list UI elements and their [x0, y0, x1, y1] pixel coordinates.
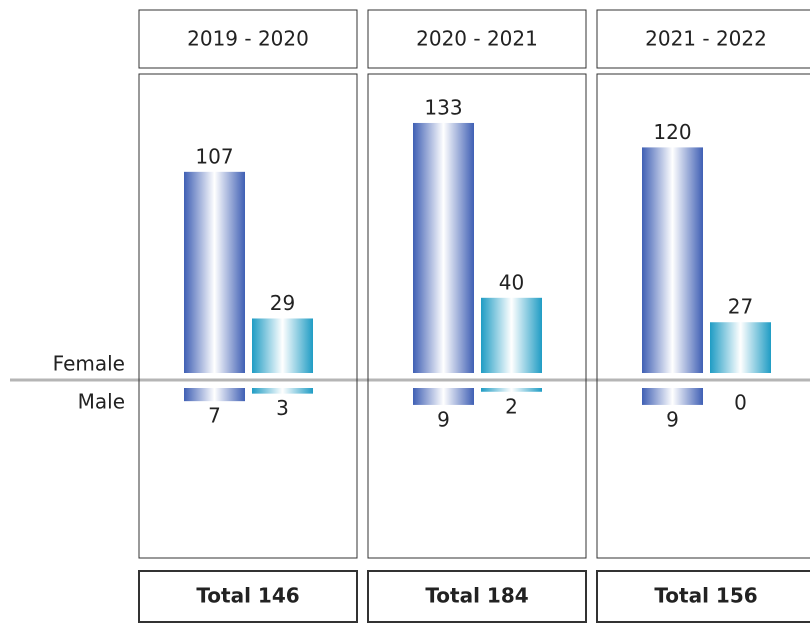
value-label: 120	[653, 120, 691, 144]
value-label: 29	[270, 291, 295, 315]
bar	[642, 147, 703, 373]
female-label: Female	[53, 352, 125, 376]
bar	[481, 297, 542, 373]
header-box	[367, 9, 587, 69]
value-label: 0	[734, 391, 747, 415]
header-box	[596, 9, 810, 69]
bar	[642, 388, 703, 405]
period-label: 2020 - 2021	[416, 27, 538, 51]
bar	[413, 122, 474, 374]
value-label: 2	[505, 394, 518, 418]
panel-box	[367, 73, 587, 559]
panel-box	[138, 73, 358, 559]
bar	[481, 388, 542, 392]
male-label: Male	[78, 390, 125, 414]
total-box	[596, 570, 810, 623]
bar	[252, 388, 313, 394]
total-box	[138, 570, 358, 623]
total-label: Total 156	[654, 584, 757, 608]
value-label: 9	[666, 407, 679, 431]
value-label: 133	[424, 95, 462, 119]
period-label: 2021 - 2022	[645, 27, 767, 51]
total-label: Total 146	[196, 584, 299, 608]
value-label: 7	[208, 404, 221, 428]
period-label: 2019 - 2020	[187, 27, 309, 51]
total-box	[367, 570, 587, 623]
panel-box	[596, 73, 810, 559]
value-label: 107	[195, 144, 233, 168]
total-label: Total 184	[425, 584, 528, 608]
value-label: 9	[437, 407, 450, 431]
bar	[710, 322, 771, 373]
value-label: 40	[499, 270, 524, 294]
bar	[413, 388, 474, 405]
value-label: 27	[728, 295, 753, 319]
header-box	[138, 9, 358, 69]
value-label: 3	[276, 396, 289, 420]
bar	[252, 318, 313, 373]
bar	[184, 388, 245, 402]
bar	[184, 171, 245, 373]
